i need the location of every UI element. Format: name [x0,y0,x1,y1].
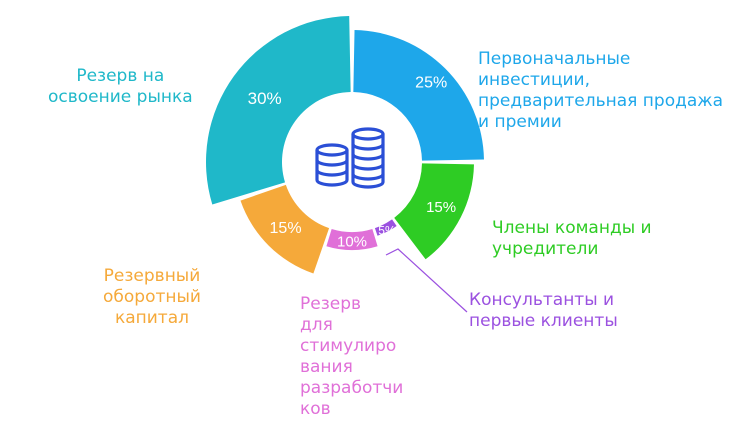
slice-label-team-founders: Члены команды и учредители [492,218,652,259]
slice-value-initial-investment: 25% [415,74,447,91]
slice-consultants [374,219,397,236]
slice-value-consultants: 5% [378,224,396,238]
slice-value-working-capital: 15% [270,220,302,237]
slice-label-working-capital: Резервный оборотный капитал [103,266,201,328]
slice-working-capital [240,184,330,274]
donut-slices: 25% 15% 5% 10% 15% 30% [206,16,484,274]
slice-label-consultants: Консультанты и первые клиенты [469,290,618,331]
slice-value-developer-incentives: 10% [337,234,367,251]
slice-label-developer-incentives: Резерв для стимулиро вания разработчи ко… [300,294,404,419]
coins-stack-icon [315,127,385,189]
slice-initial-investment [353,30,484,161]
slice-team-founders [394,163,474,260]
slice-label-market-reserve: Резерв на освоение рынка [48,66,193,107]
consultants-leader-line [385,248,468,313]
slice-value-market-reserve: 30% [248,89,282,108]
slice-market-reserve [206,16,351,205]
slice-label-initial-investment: Первоначальные инвестиции, предварительн… [478,49,724,132]
slice-developer-incentives [326,228,378,251]
slice-value-team-founders: 15% [426,199,456,216]
